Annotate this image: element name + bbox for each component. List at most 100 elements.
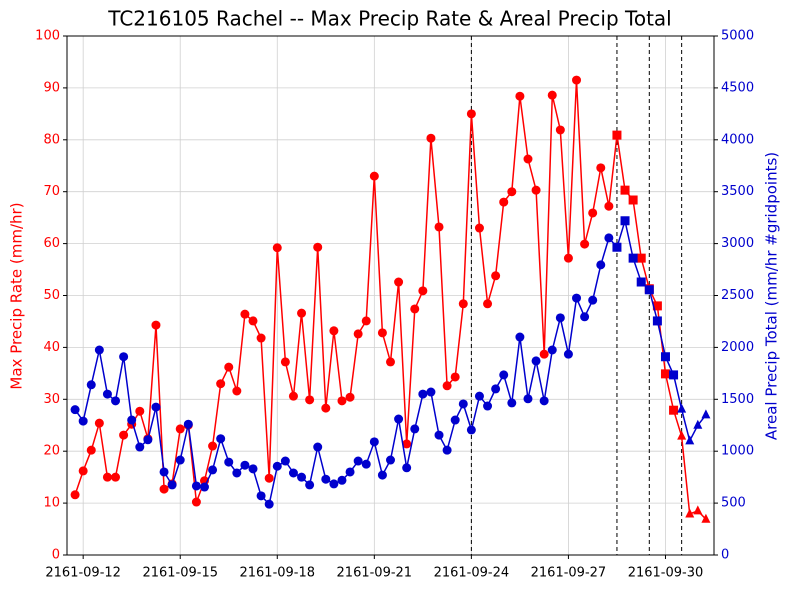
point-marker bbox=[345, 467, 355, 477]
y2-axis-label: Areal Precip Total (mm/hr #gridpoints) bbox=[763, 152, 781, 440]
point-marker bbox=[216, 379, 226, 389]
point-marker bbox=[539, 349, 549, 359]
y2-tick-label: 3000 bbox=[721, 236, 754, 251]
point-marker bbox=[426, 133, 436, 143]
point-marker bbox=[94, 418, 104, 428]
point-marker bbox=[248, 464, 258, 474]
point-marker bbox=[523, 394, 533, 404]
point-marker bbox=[499, 370, 509, 380]
point-marker bbox=[159, 467, 169, 477]
point-marker bbox=[555, 125, 565, 135]
point-marker bbox=[507, 187, 517, 197]
point-marker bbox=[677, 430, 687, 440]
point-marker bbox=[572, 75, 582, 85]
point-marker bbox=[458, 399, 468, 409]
point-marker bbox=[685, 508, 695, 518]
point-marker bbox=[604, 201, 614, 211]
point-marker bbox=[660, 369, 670, 379]
point-marker bbox=[628, 253, 638, 263]
x-tick-label: 2161-09-24 bbox=[434, 566, 510, 581]
point-marker bbox=[652, 316, 662, 326]
point-marker bbox=[329, 326, 339, 336]
x-tick-label: 2161-09-12 bbox=[45, 566, 121, 581]
point-marker bbox=[539, 396, 549, 406]
point-marker bbox=[353, 456, 363, 466]
point-marker bbox=[669, 370, 679, 380]
point-marker bbox=[377, 470, 387, 480]
point-marker bbox=[499, 197, 509, 207]
x-tick-label: 2161-09-21 bbox=[337, 566, 413, 581]
point-marker bbox=[442, 445, 452, 455]
point-marker bbox=[329, 479, 339, 489]
point-marker bbox=[280, 357, 290, 367]
y-tick-label: 90 bbox=[43, 80, 60, 95]
point-marker bbox=[288, 391, 298, 401]
point-marker bbox=[256, 333, 266, 343]
point-marker bbox=[102, 389, 112, 399]
point-marker bbox=[264, 499, 274, 509]
y-axis-label: Max Precip Rate (mm/hr) bbox=[8, 202, 26, 389]
point-marker bbox=[167, 480, 177, 490]
point-marker bbox=[353, 329, 363, 339]
point-marker bbox=[272, 461, 282, 471]
point-marker bbox=[313, 442, 323, 452]
point-marker bbox=[288, 468, 298, 478]
point-marker bbox=[563, 253, 573, 263]
point-marker bbox=[572, 293, 582, 303]
point-marker bbox=[305, 395, 315, 405]
point-marker bbox=[620, 185, 630, 195]
point-marker bbox=[135, 442, 145, 452]
point-marker bbox=[224, 362, 234, 372]
point-marker bbox=[369, 437, 379, 447]
point-marker bbox=[458, 299, 468, 309]
point-marker bbox=[555, 313, 565, 323]
point-marker bbox=[102, 472, 112, 482]
point-marker bbox=[531, 185, 541, 195]
point-marker bbox=[466, 109, 476, 119]
y2-tick-label: 4500 bbox=[721, 80, 754, 95]
point-marker bbox=[483, 401, 493, 411]
point-marker bbox=[515, 91, 525, 101]
y-tick-label: 30 bbox=[43, 392, 60, 407]
point-marker bbox=[256, 491, 266, 501]
point-marker bbox=[78, 416, 88, 426]
point-marker bbox=[491, 271, 501, 281]
point-marker bbox=[272, 243, 282, 253]
y-tick-label: 80 bbox=[43, 132, 60, 147]
point-marker bbox=[588, 295, 598, 305]
point-marker bbox=[410, 424, 420, 434]
point-marker bbox=[636, 253, 646, 263]
y2-tick-label: 2500 bbox=[721, 288, 754, 303]
point-marker bbox=[240, 309, 250, 319]
point-marker bbox=[321, 403, 331, 413]
y-tick-label: 0 bbox=[52, 548, 60, 563]
point-marker bbox=[216, 434, 226, 444]
x-tick-label: 2161-09-27 bbox=[531, 566, 607, 581]
point-marker bbox=[369, 171, 379, 181]
point-marker bbox=[208, 465, 218, 475]
y2-tick-label: 1000 bbox=[721, 444, 754, 459]
x-tick-label: 2161-09-15 bbox=[142, 566, 218, 581]
point-marker bbox=[701, 513, 711, 523]
y2-tick-label: 2000 bbox=[721, 340, 754, 355]
point-marker bbox=[143, 435, 153, 445]
y-tick-label: 60 bbox=[43, 236, 60, 251]
point-marker bbox=[620, 216, 630, 226]
point-marker bbox=[224, 457, 234, 467]
point-marker bbox=[361, 316, 371, 326]
point-marker bbox=[491, 384, 501, 394]
point-marker bbox=[394, 277, 404, 287]
point-marker bbox=[604, 233, 614, 243]
point-marker bbox=[636, 277, 646, 287]
point-marker bbox=[280, 456, 290, 466]
x-tick-label: 2161-09-18 bbox=[239, 566, 315, 581]
point-marker bbox=[685, 435, 695, 445]
point-marker bbox=[450, 372, 460, 382]
point-marker bbox=[515, 332, 525, 342]
point-marker bbox=[418, 286, 428, 296]
point-marker bbox=[434, 430, 444, 440]
point-marker bbox=[119, 352, 129, 362]
point-marker bbox=[693, 505, 703, 515]
point-marker bbox=[523, 154, 533, 164]
